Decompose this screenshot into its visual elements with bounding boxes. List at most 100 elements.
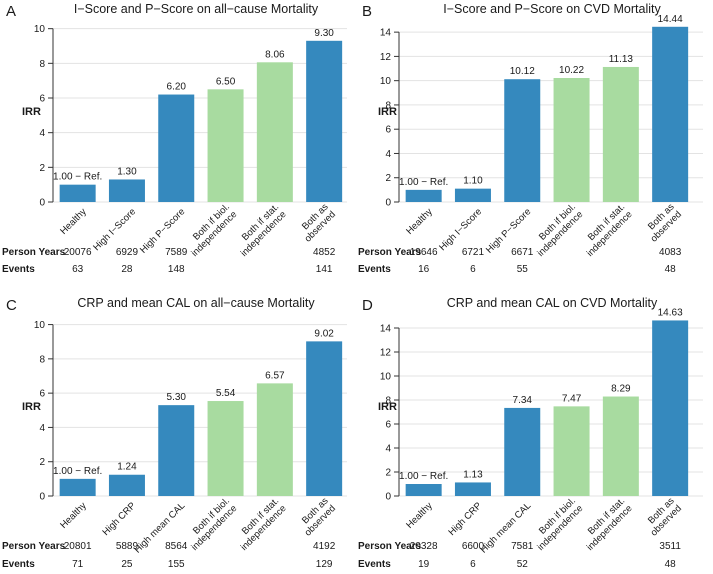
table-cell: 71 [72,559,84,570]
y-tick-label: 6 [385,125,391,136]
y-tick-label: 10 [380,372,392,383]
y-tick-label: 6 [39,389,45,400]
x-tick-label: Both asobserved [295,495,338,538]
table-cell: 55 [517,264,529,275]
panel-d: D CRP and mean CAL on CVD Mortality 0 2 4 6 8 1… [358,296,703,570]
table-cell: 4083 [659,247,682,258]
bar [652,26,689,203]
bar [158,405,195,496]
y-tick-label: 2 [39,457,45,468]
x-tick-label: Both if biol.independence [182,496,239,553]
panel-a: A I−Score and P−Score on all−cause Mortal… [2,2,347,275]
bar [652,320,689,496]
x-tick-label: Healthy [404,206,435,237]
panel-c: C CRP and mean CAL on all−cause Mortality… [2,296,347,570]
x-tick-label: Both asobserved [641,495,684,538]
table-row-label: Person Years [2,541,66,552]
panel-letter: A [6,3,16,20]
table-row-label: Person Years [358,247,422,258]
panel-title: I−Score and P−Score on all−cause Mortali… [74,2,319,16]
bar-value-label: 9.30 [314,28,334,39]
y-tick-label: 0 [385,198,391,209]
bar-value-label: 6.57 [265,370,285,381]
y-tick-label: 0 [385,492,391,503]
bar [306,341,343,496]
panel-title: CRP and mean CAL on all−cause Mortality [77,296,315,310]
table-row-label: Events [358,559,391,570]
panel-letter: C [6,297,17,314]
y-tick-label: 8 [39,354,45,365]
table-cell: 16 [418,264,430,275]
bar [256,383,293,496]
table-cell: 48 [665,559,677,570]
table-cell: 6 [470,559,476,570]
table-row-label: Events [358,264,391,275]
table-cell: 8564 [165,541,188,552]
table-row-label: Events [2,559,35,570]
table-cell: 4852 [313,247,336,258]
bar [108,179,145,202]
table-cell: 4192 [313,541,336,552]
table-cell: 19 [418,559,430,570]
y-tick-label: 12 [380,348,392,359]
y-axis-title: IRR [22,106,41,118]
y-tick-label: 10 [380,76,392,87]
table-cell: 25 [121,559,133,570]
bar [602,66,639,203]
y-tick-label: 4 [39,423,45,434]
table-cell: 6929 [116,247,139,258]
table-cell: 63 [72,264,84,275]
y-axis-title: IRR [378,106,397,118]
y-tick-label: 8 [385,100,391,111]
bar-value-label: 1.10 [463,176,483,187]
y-tick-label: 14 [380,28,392,39]
bar-value-label: 5.54 [216,388,236,399]
y-tick-label: 12 [380,52,392,63]
bar-value-label: 1.00 − Ref. [399,471,448,482]
x-tick-label: Both if stat.independence [231,202,288,259]
x-tick-label: Both asobserved [641,201,684,244]
x-tick-label: Healthy [58,500,89,531]
panel-letter: D [362,297,373,314]
bar [454,188,491,202]
y-tick-label: 10 [34,320,46,331]
y-tick-label: 2 [385,173,391,184]
y-tick-label: 0 [39,198,45,209]
bar-value-label: 1.13 [463,469,483,480]
bar-value-label: 6.20 [167,82,187,93]
y-tick-label: 6 [39,94,45,105]
bar [59,478,96,496]
bar [158,94,195,202]
table-cell: 20801 [64,541,92,552]
bar-value-label: 10.12 [510,66,535,77]
table-cell: 20328 [410,541,438,552]
y-tick-label: 8 [39,59,45,70]
y-tick-label: 4 [385,149,391,160]
bar [602,396,639,496]
bar [207,89,244,202]
bar-value-label: 5.30 [167,392,187,403]
bar-value-label: 1.00 − Ref. [53,466,102,477]
table-cell: 19646 [410,247,438,258]
y-tick-label: 4 [39,128,45,139]
table-cell: 148 [168,264,185,275]
table-cell: 141 [316,264,333,275]
bar-value-label: 14.63 [658,307,683,318]
table-cell: 6 [470,264,476,275]
x-tick-label: Both asobserved [295,201,338,244]
table-row-label: Person Years [358,541,422,552]
table-cell: 20076 [64,247,92,258]
bar [504,79,541,202]
table-cell: 3511 [659,541,681,552]
y-tick-label: 2 [39,163,45,174]
bar-value-label: 1.30 [117,166,137,177]
bar [553,77,590,202]
bar-value-label: 8.06 [265,49,285,60]
table-row-label: Events [2,264,35,275]
bar-value-label: 7.47 [562,393,582,404]
x-tick-label: Both if biol.independence [182,202,239,259]
y-tick-label: 0 [39,492,45,503]
x-tick-label: Both if stat.independence [577,202,634,259]
bar [405,189,442,202]
